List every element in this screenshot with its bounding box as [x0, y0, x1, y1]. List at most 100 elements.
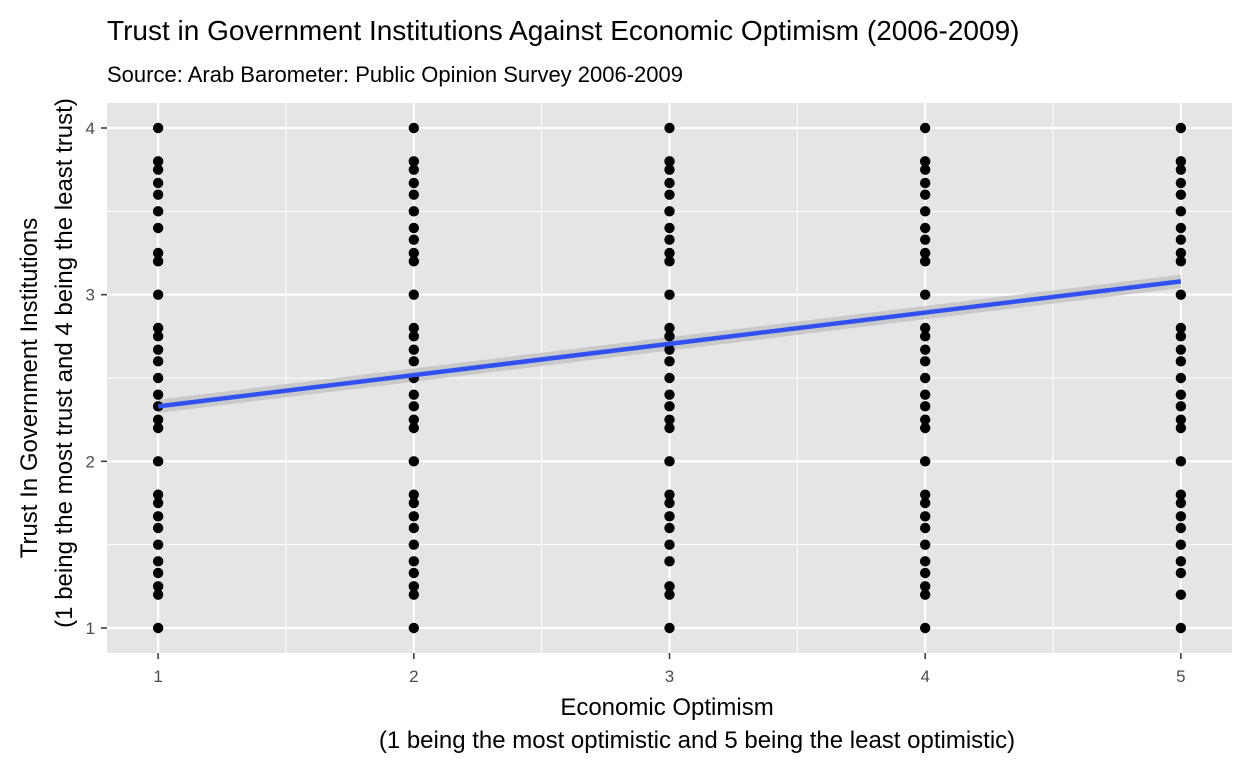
data-point — [664, 497, 675, 509]
x-tick-label: 1 — [153, 667, 162, 686]
data-point — [152, 372, 164, 384]
data-point — [152, 322, 164, 334]
x-tick-label: 5 — [1176, 667, 1185, 686]
data-point — [664, 414, 675, 425]
data-point — [1175, 401, 1187, 412]
data-point — [408, 322, 420, 334]
data-point — [408, 539, 420, 550]
data-point — [408, 422, 420, 434]
data-point — [1175, 164, 1187, 175]
data-point — [408, 489, 420, 500]
data-point — [152, 511, 164, 522]
data-point — [408, 581, 420, 592]
data-point — [664, 356, 675, 367]
data-point — [1175, 344, 1187, 355]
data-point — [664, 422, 675, 434]
data-point — [408, 177, 420, 189]
data-point — [408, 289, 420, 300]
data-point — [152, 539, 164, 550]
data-point — [152, 206, 164, 217]
data-point — [408, 331, 420, 342]
y-axis-subtitle: (1 being the most trust and 4 being the … — [51, 98, 78, 628]
x-tick-label: 4 — [920, 667, 929, 686]
data-point — [1175, 622, 1187, 634]
data-point — [1175, 556, 1187, 567]
data-point — [408, 389, 420, 400]
data-point — [408, 456, 420, 467]
data-point — [919, 581, 931, 592]
data-point — [919, 256, 931, 267]
data-point — [1175, 522, 1187, 534]
data-point — [152, 497, 164, 509]
data-point — [152, 589, 164, 600]
data-point — [1175, 156, 1187, 167]
data-point — [152, 289, 164, 300]
data-point — [664, 247, 675, 259]
data-point — [1175, 539, 1187, 550]
data-point — [408, 344, 420, 355]
data-point — [919, 156, 931, 167]
data-point — [408, 222, 420, 234]
data-point — [1175, 414, 1187, 425]
y-tick-label: 1 — [86, 619, 95, 638]
data-point — [152, 122, 164, 134]
data-point — [664, 401, 675, 412]
data-point — [1175, 511, 1187, 522]
data-point — [664, 222, 675, 234]
data-point — [408, 497, 420, 509]
data-point — [664, 331, 675, 342]
data-point — [152, 522, 164, 534]
data-point — [1175, 497, 1187, 509]
data-point — [664, 156, 675, 167]
data-point — [919, 556, 931, 567]
trend-line — [157, 279, 1182, 409]
data-point — [664, 234, 675, 245]
data-point — [664, 539, 675, 550]
data-point — [664, 489, 675, 500]
data-point — [152, 622, 164, 634]
data-point — [664, 456, 675, 467]
data-point — [152, 247, 164, 259]
data-point — [1175, 222, 1187, 234]
data-point — [664, 177, 675, 189]
data-point — [919, 389, 931, 400]
x-tick-label: 3 — [665, 667, 674, 686]
data-point — [919, 589, 931, 600]
data-point — [664, 322, 675, 334]
x-tick-label: 2 — [409, 667, 418, 686]
data-point — [664, 344, 675, 355]
y-axis: 1 2 3 4 — [86, 119, 107, 638]
chart-subtitle: Source: Arab Barometer: Public Opinion S… — [107, 62, 683, 87]
data-point — [664, 622, 675, 634]
data-point — [664, 256, 675, 267]
x-axis-subtitle: (1 being the most optimistic and 5 being… — [379, 727, 1015, 754]
data-point — [919, 234, 931, 245]
data-point — [1175, 122, 1187, 134]
data-point — [919, 622, 931, 634]
y-tick-label: 4 — [86, 119, 95, 138]
data-point — [408, 234, 420, 245]
data-point — [152, 556, 164, 567]
data-point — [919, 497, 931, 509]
data-point — [152, 256, 164, 267]
chart-title: Trust in Government Institutions Against… — [107, 15, 1019, 46]
data-point — [1175, 589, 1187, 600]
data-point — [664, 389, 675, 400]
data-point — [408, 414, 420, 425]
data-point — [152, 222, 164, 234]
data-point — [664, 206, 675, 217]
data-point — [408, 622, 420, 634]
data-point — [1175, 331, 1187, 342]
data-point — [1175, 189, 1187, 200]
data-point — [919, 247, 931, 259]
data-point — [152, 177, 164, 189]
data-point — [919, 539, 931, 550]
data-point — [152, 389, 164, 400]
y-axis-title: Trust In Government Institutions — [16, 218, 43, 559]
data-point — [664, 589, 675, 600]
data-point — [1175, 234, 1187, 245]
data-point — [152, 356, 164, 367]
data-point — [152, 489, 164, 500]
data-point — [152, 456, 164, 467]
